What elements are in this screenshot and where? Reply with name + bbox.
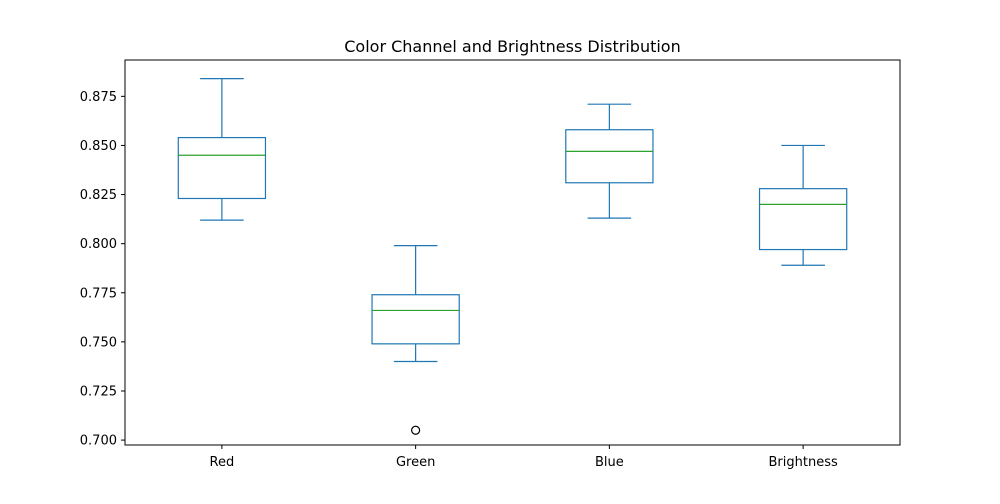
x-tick-label: Red xyxy=(210,455,235,470)
y-tick-label: 0.775 xyxy=(80,286,117,301)
x-tick-label: Green xyxy=(396,455,435,470)
y-tick-label: 0.825 xyxy=(80,188,117,203)
y-tick-label: 0.875 xyxy=(80,90,117,105)
y-tick-label: 0.800 xyxy=(80,237,117,252)
box xyxy=(758,188,848,251)
y-tick-label: 0.850 xyxy=(80,139,117,154)
y-tick-label: 0.700 xyxy=(80,434,117,449)
box xyxy=(371,294,460,345)
chart-title: Color Channel and Brightness Distributio… xyxy=(344,37,680,56)
x-tick-label: Blue xyxy=(595,455,624,470)
box xyxy=(565,129,654,184)
outlier-point xyxy=(411,425,421,435)
plot-frame xyxy=(124,59,901,446)
box xyxy=(177,136,267,200)
y-tick-label: 0.725 xyxy=(80,384,117,399)
plot-layer: 0.700 0.725 0.750 0.775 0.800 0.825 0.850 0.875… xyxy=(80,59,901,470)
y-tick-label: 0.750 xyxy=(80,335,117,350)
x-tick-label: Brightness xyxy=(769,455,838,470)
